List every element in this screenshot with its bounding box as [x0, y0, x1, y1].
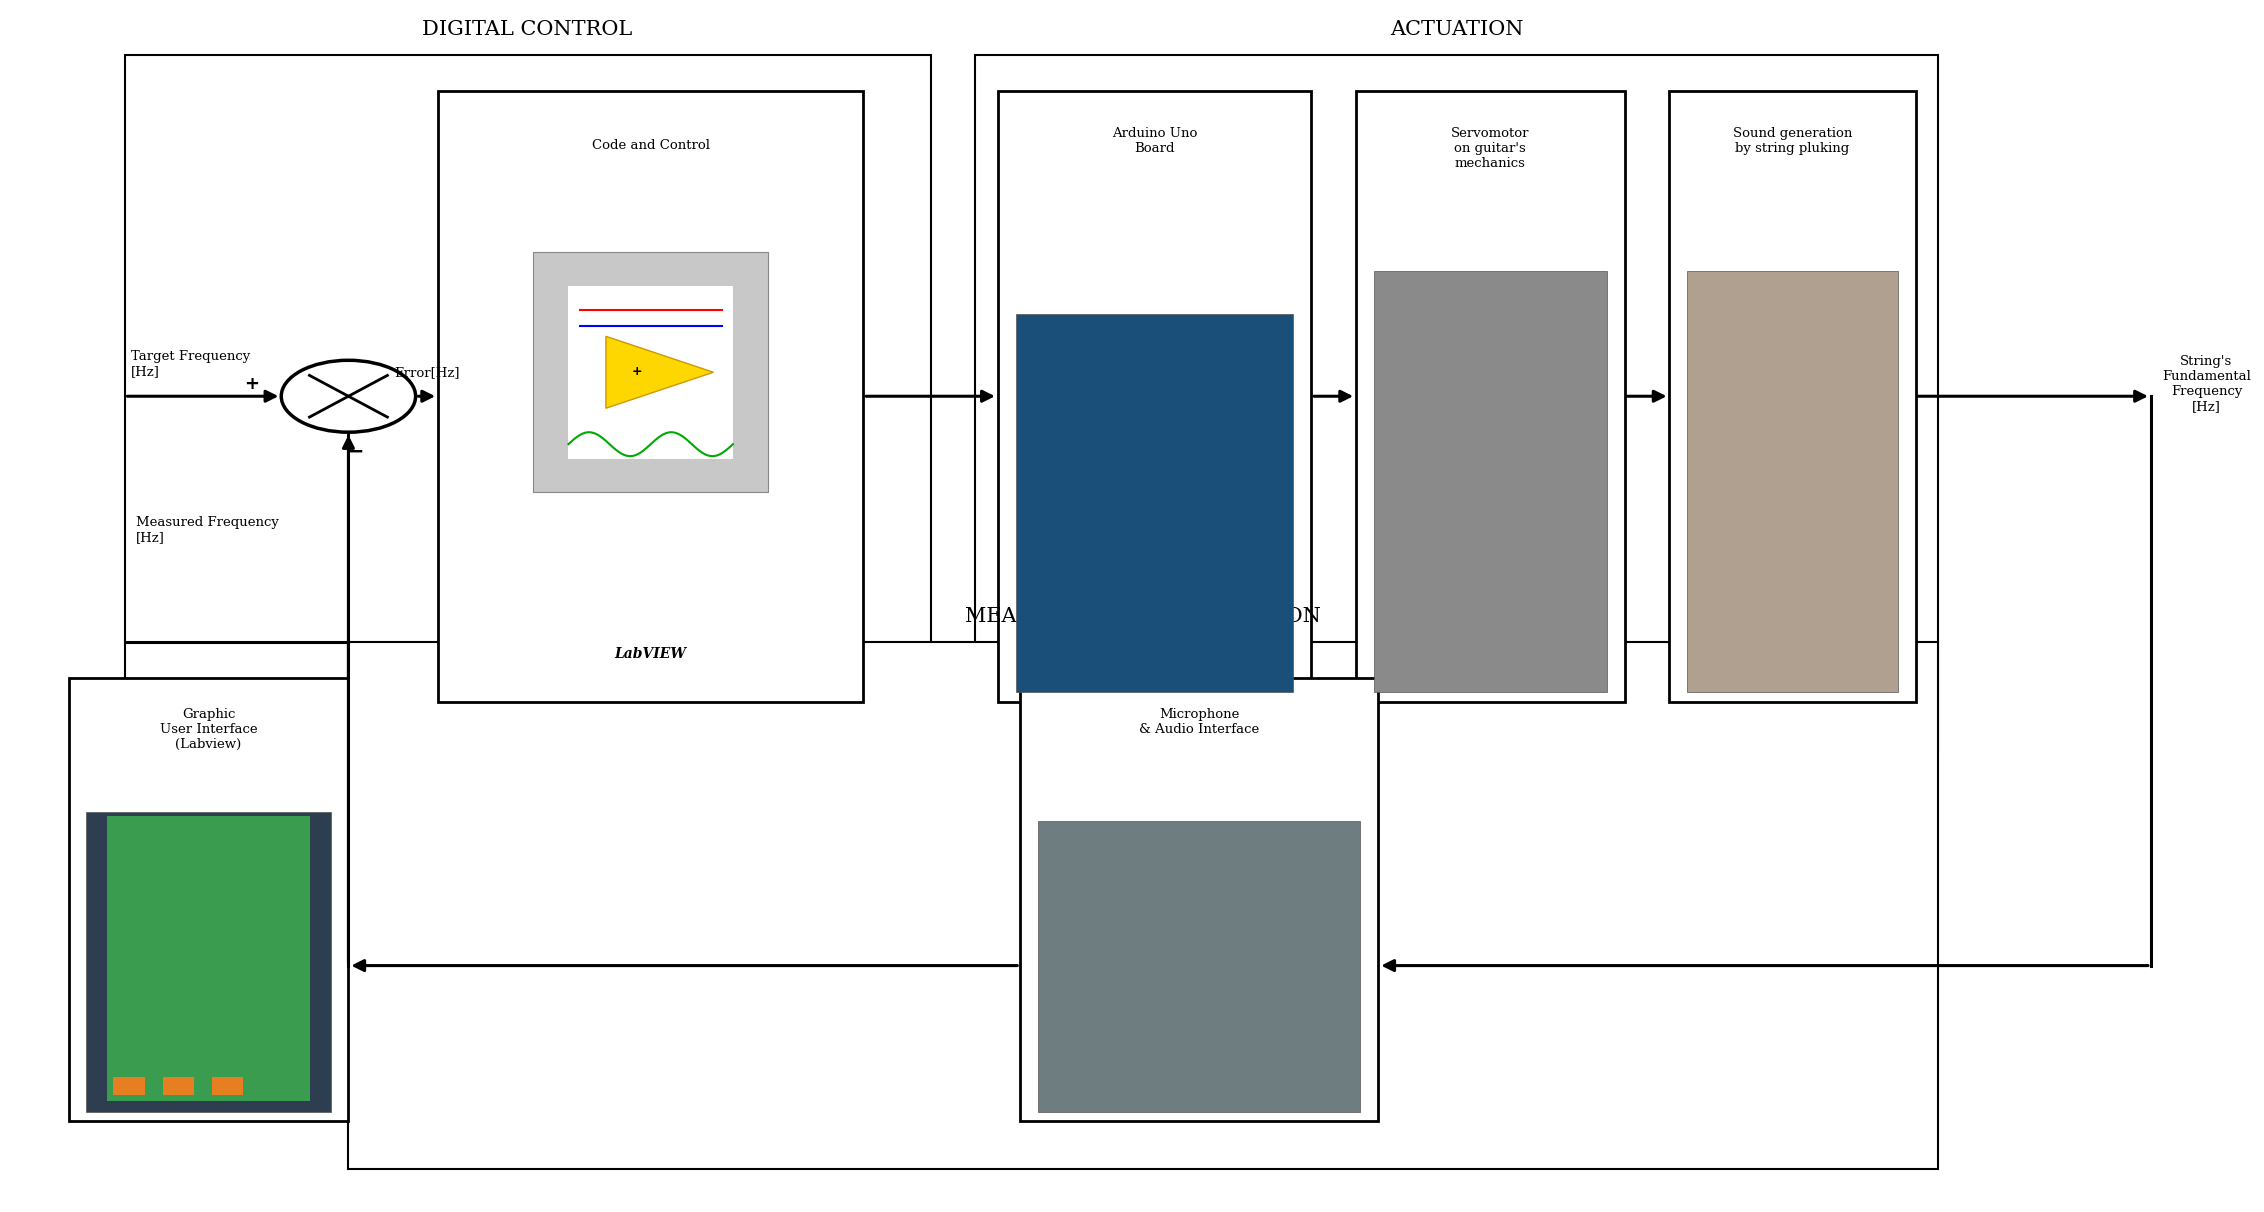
Bar: [1374, 271, 1607, 692]
Bar: [1669, 91, 1915, 702]
Text: DIGITAL CONTROL: DIGITAL CONTROL: [423, 21, 632, 39]
Text: Target Frequency
[Hz]: Target Frequency [Hz]: [131, 350, 251, 378]
Bar: [998, 91, 1311, 702]
Text: MEASURE AND VISUALIZATION: MEASURE AND VISUALIZATION: [964, 607, 1322, 627]
Bar: [568, 286, 734, 458]
Text: Code and Control: Code and Control: [591, 138, 709, 152]
Text: ACTUATION: ACTUATION: [1390, 21, 1524, 39]
Text: Graphic
User Interface
(Labview): Graphic User Interface (Labview): [161, 708, 258, 751]
Bar: [163, 1077, 195, 1094]
Text: +: +: [245, 376, 258, 393]
Bar: [86, 812, 331, 1111]
Text: LabVIEW: LabVIEW: [616, 647, 686, 661]
Bar: [349, 642, 1938, 1170]
Bar: [125, 55, 931, 750]
Bar: [1356, 91, 1626, 702]
Bar: [976, 55, 1938, 750]
Text: Servomotor
on guitar's
mechanics: Servomotor on guitar's mechanics: [1451, 126, 1530, 170]
Bar: [1017, 314, 1293, 692]
Bar: [113, 1077, 145, 1094]
Text: Error[Hz]: Error[Hz]: [394, 366, 460, 379]
Text: +: +: [632, 365, 643, 378]
Bar: [1021, 678, 1379, 1121]
Bar: [532, 252, 767, 492]
Bar: [106, 817, 310, 1100]
Bar: [213, 1077, 242, 1094]
Text: −: −: [346, 442, 365, 462]
Text: Arduino Uno
Board: Arduino Uno Board: [1112, 126, 1198, 155]
Bar: [1039, 821, 1361, 1111]
Bar: [437, 91, 863, 702]
Text: Microphone
& Audio Interface: Microphone & Audio Interface: [1139, 708, 1259, 736]
Text: Sound generation
by string pluking: Sound generation by string pluking: [1732, 126, 1852, 155]
Bar: [1687, 271, 1897, 692]
Bar: [68, 678, 349, 1121]
Polygon shape: [607, 336, 713, 408]
Text: Measured Frequency
[Hz]: Measured Frequency [Hz]: [136, 516, 278, 544]
Text: String's
Fundamental
Frequency
[Hz]: String's Fundamental Frequency [Hz]: [2162, 355, 2250, 413]
